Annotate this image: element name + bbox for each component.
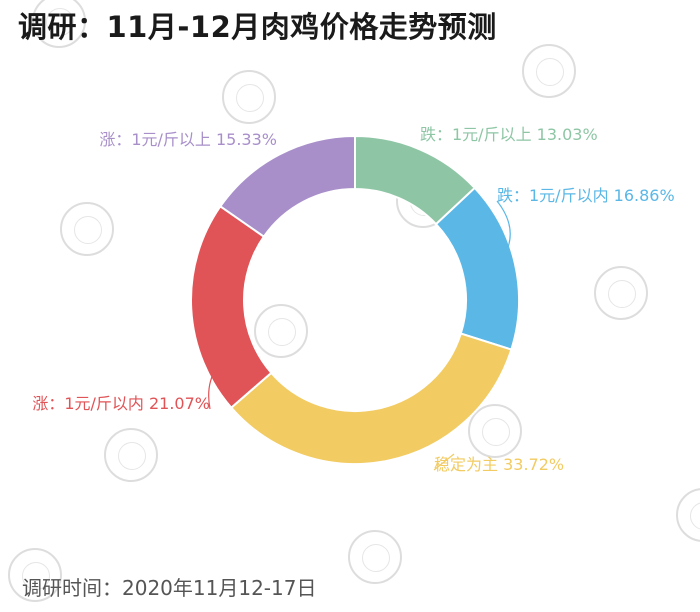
slice-label: 涨：1元/斤以上 15.33% xyxy=(99,130,277,149)
watermark-stamp xyxy=(60,202,114,256)
slice-label: 涨：1元/斤以内 21.07% xyxy=(32,394,210,413)
donut-slice xyxy=(434,186,520,351)
watermark-stamp xyxy=(32,0,86,48)
watermark-stamp xyxy=(468,404,522,458)
leader-line xyxy=(433,453,455,471)
survey-date: 调研时间：2020年11月12-17日 xyxy=(22,576,317,600)
donut-slice xyxy=(190,204,273,410)
watermark-stamp xyxy=(104,428,158,482)
donut-slice xyxy=(218,134,356,239)
watermark-stamp xyxy=(594,266,648,320)
leader-line xyxy=(496,200,511,259)
chart-title: 调研：11月-12月肉鸡价格走势预测 xyxy=(18,10,497,44)
slice-label: 跌：1元/斤以内 16.86% xyxy=(497,186,675,205)
slice-label: 稳定为主 33.72% xyxy=(434,455,564,474)
watermark-stamp xyxy=(222,70,276,124)
watermark-stamp xyxy=(8,548,62,602)
donut-slice xyxy=(229,332,513,465)
watermark-stamp xyxy=(522,44,576,98)
watermark-stamp xyxy=(348,530,402,584)
watermark-stamp xyxy=(254,304,308,358)
leader-line xyxy=(208,371,215,410)
slice-label: 跌：1元/斤以上 13.03% xyxy=(420,125,598,144)
